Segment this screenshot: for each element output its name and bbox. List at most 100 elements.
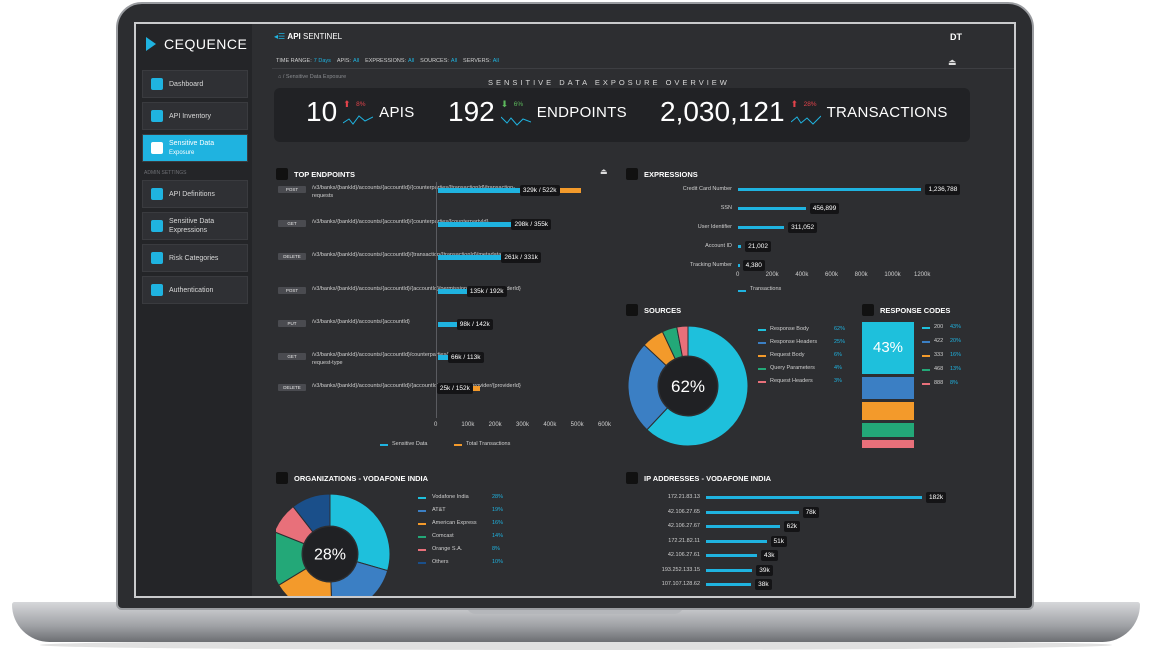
breadcrumb[interactable]: ⌂ / Sensitive Data Exposure (278, 74, 346, 80)
legend-percent: 16% (492, 520, 504, 526)
x-tick-label: 500k (570, 422, 584, 428)
bar-value-label: 39k (756, 564, 773, 576)
legend-swatch (758, 342, 766, 344)
expression-bar[interactable] (738, 207, 806, 210)
endpoint-path[interactable]: /v3/banks/{bankId}/accounts/{accountId}/… (312, 185, 516, 199)
x-tick-label: 300k (516, 422, 530, 428)
response-code-center-label: 43% (872, 339, 904, 356)
donut-slice[interactable] (292, 493, 331, 533)
kpi-change: 6% (513, 101, 524, 108)
ip-label: 42.106.27.61 (667, 552, 700, 558)
legend-percent: 4% (834, 365, 842, 371)
filter-time-range[interactable]: TIME RANGE: 7 Days (276, 58, 331, 64)
donut-slice[interactable] (676, 325, 689, 358)
ip-bar[interactable] (706, 510, 799, 514)
legend-label: Orange S.A. (432, 546, 463, 552)
ip-bar[interactable] (706, 583, 752, 586)
legend-swatch (418, 549, 426, 551)
ip-bar[interactable] (706, 496, 922, 499)
sidebar-item-sensitive-data-expressions[interactable]: Sensitive Data Expressions (142, 212, 248, 240)
arrow-up-icon: ⬆ (343, 99, 351, 109)
filter-label: EXPRESSIONS: (365, 58, 407, 64)
filter-expressions[interactable]: EXPRESSIONS: All (365, 58, 414, 64)
response-code-segment[interactable] (862, 423, 914, 437)
response-code-segment[interactable] (862, 377, 914, 399)
legend-swatch (922, 355, 930, 357)
sensitive-data-bar[interactable] (438, 222, 520, 227)
ip-bar[interactable] (706, 525, 780, 528)
filter-sources[interactable]: SOURCES: All (420, 58, 457, 64)
expression-bar[interactable] (738, 188, 922, 191)
laptop-shadow (40, 640, 1112, 650)
sidebar-item-dashboard[interactable]: Dashboard (142, 70, 248, 98)
filter-value: All (492, 58, 499, 64)
organizations-title: ORGANIZATIONS - VODAFONE INDIA (276, 472, 428, 484)
expression-bar[interactable] (738, 226, 785, 229)
legend-label: Vodafone India (432, 494, 469, 500)
response-code-segment[interactable] (862, 402, 914, 420)
logo[interactable]: CEQUENCE (146, 34, 247, 54)
lock-icon (151, 284, 163, 296)
x-tick-label: 800k (854, 272, 868, 278)
expression-bar[interactable] (738, 264, 740, 267)
kpi-change: 28% (803, 101, 817, 108)
endpoints-icon (276, 168, 288, 180)
sidebar-item-api-inventory[interactable]: API Inventory (142, 102, 248, 130)
sidebar-item-api-definitions[interactable]: API Definitions (142, 180, 248, 208)
sensitive-data-bar[interactable] (438, 355, 457, 360)
expression-bar[interactable] (738, 245, 742, 248)
sidebar-item-label-line1: Sensitive Data (169, 139, 215, 147)
bar-value-label: 25k / 152k (436, 383, 473, 394)
x-tick-label: 0 (736, 272, 740, 278)
ip-bar[interactable] (706, 539, 767, 543)
sensitive-data-bar[interactable] (438, 289, 475, 294)
legend-label: American Express (432, 520, 477, 526)
ip-bar[interactable] (706, 568, 753, 572)
legend-swatch (758, 329, 766, 331)
user-avatar[interactable]: DT (950, 32, 962, 42)
collapse-menu-icon[interactable]: ◂☰ (274, 32, 286, 41)
sensitive-data-bar[interactable] (438, 188, 528, 193)
filter-value: All (352, 58, 360, 64)
legend-label: AT&T (432, 507, 446, 513)
ip-bar[interactable] (706, 554, 758, 557)
donut-slice[interactable] (646, 325, 749, 447)
kpi-apis: 10 ⬆ 8% APIS (306, 96, 415, 128)
endpoint-path[interactable]: /v3/banks/{bankId}/accounts/{accountId}/… (312, 286, 521, 292)
legend-label: Comcast (432, 533, 454, 539)
donut-slice[interactable] (276, 531, 307, 586)
filter-servers[interactable]: SERVERS: All (463, 58, 499, 64)
response-code-segment[interactable] (862, 440, 914, 448)
sensitive-data-bar[interactable] (438, 255, 510, 260)
legend-percent: 8% (950, 380, 958, 386)
filter-apis[interactable]: APIS: All (337, 58, 359, 64)
response-code-segment[interactable]: 43% (862, 322, 914, 374)
sensitive-data-bar[interactable] (438, 322, 465, 327)
endpoint-path[interactable]: /v3/banks/{bankId}/accounts/{accountId}/… (312, 352, 477, 366)
dashboard-screen: CEQUENCE Dashboard API Inventory Sensiti… (134, 22, 1016, 598)
donut-slice[interactable] (329, 493, 391, 572)
sidebar-item-risk-categories[interactable]: Risk Categories (142, 244, 248, 272)
download-icon[interactable]: ⏏ (600, 167, 608, 176)
x-tick-label: 100k (461, 422, 475, 428)
x-tick-label: 1200k (914, 272, 931, 278)
expression-label: SSN (720, 205, 732, 211)
ip-label: 193.252.133.15 (661, 566, 700, 573)
bar-value-label: 98k / 142k (456, 319, 493, 330)
legend-percent: 25% (834, 339, 846, 345)
donut-slice[interactable] (330, 561, 389, 598)
arrow-up-icon: ⬆ (790, 99, 799, 109)
sidebar-item-sensitive-data-exposure[interactable]: Sensitive Data Exposure (142, 134, 248, 162)
app-title[interactable]: ◂☰ API SENTINEL (274, 32, 342, 41)
endpoint-path[interactable]: /v3/banks/{bankId}/accounts/{accountId}/… (312, 219, 489, 225)
endpoint-path[interactable]: /v3/banks/{bankId}/accounts/{accountId}/… (312, 383, 521, 389)
sidebar-item-authentication[interactable]: Authentication (142, 276, 248, 304)
endpoint-path[interactable]: /v3/banks/{bankId}/accounts/{accountId} (312, 319, 410, 325)
download-icon[interactable]: ⏏ (948, 57, 957, 67)
ip-addresses-title: IP ADDRESSES - VODAFONE INDIA (626, 472, 771, 484)
legend-swatch (922, 383, 930, 385)
endpoint-path[interactable]: /v3/banks/{bankId}/accounts/{accountId}/… (312, 252, 525, 258)
legend-swatch (922, 369, 930, 371)
logo-text: CEQUENCE (164, 36, 248, 52)
filter-value: 7 Days (313, 58, 331, 64)
